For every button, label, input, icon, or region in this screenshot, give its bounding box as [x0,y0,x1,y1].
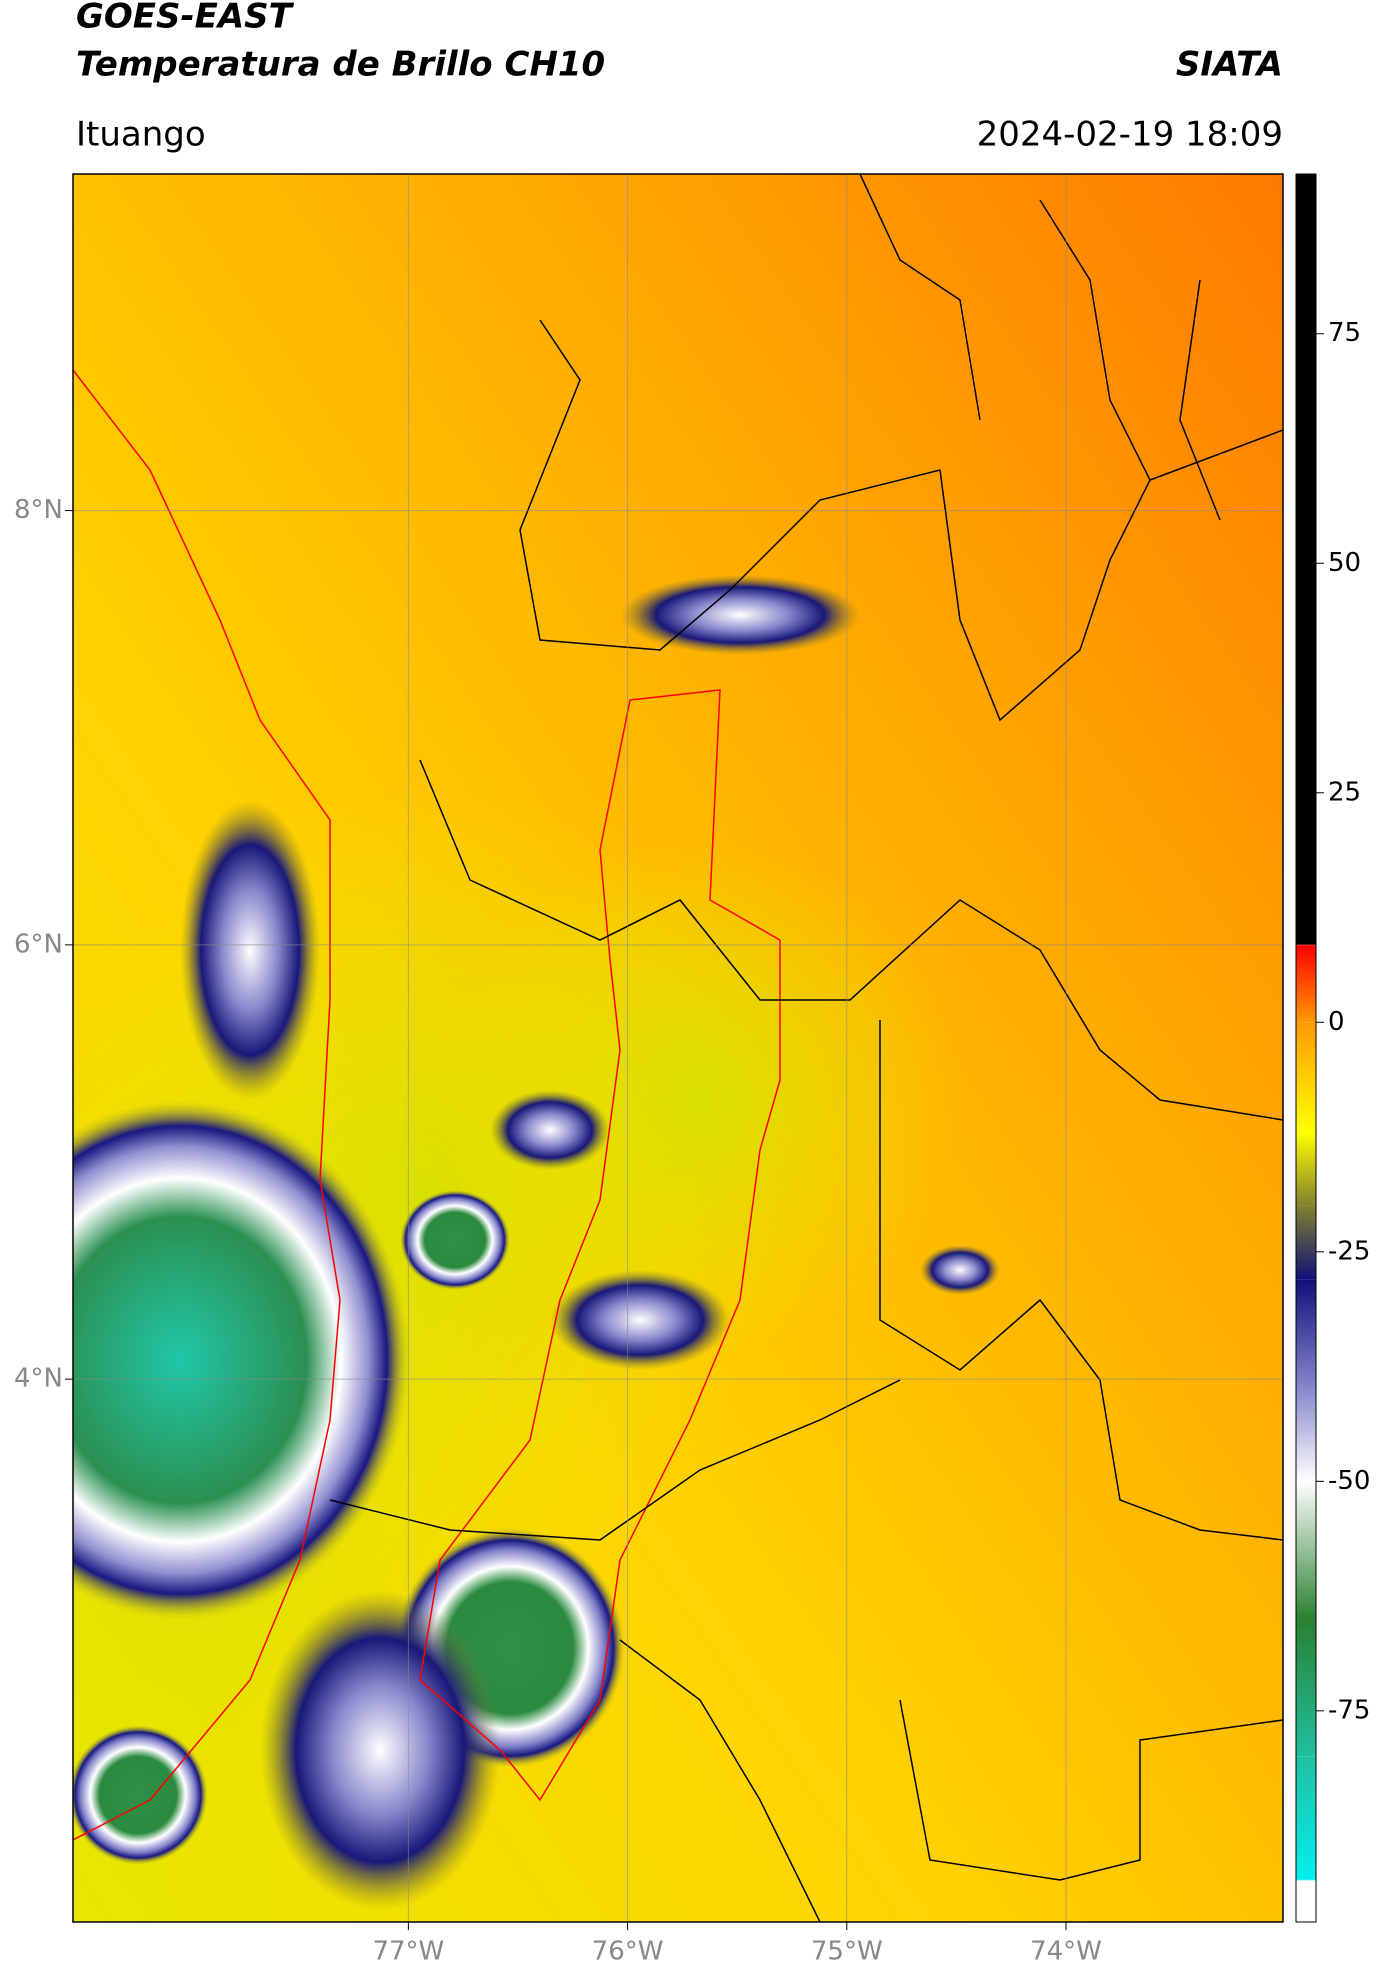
colorbar-segment [1296,1756,1316,1880]
datetime: 2024-02-19 18:09 [977,115,1283,155]
y-tick-label: 6°N [14,929,63,959]
colorbar-tick-label: -25 [1328,1236,1370,1266]
colorbar-segment [1296,1132,1316,1206]
colorbar-segment [1296,1619,1316,1757]
colorbar-segment [1296,1389,1316,1482]
x-tick-label: 74°W [1030,1937,1102,1967]
colorbar-tick-label: 0 [1328,1007,1345,1037]
colorbar-segment [1296,1205,1316,1280]
colorbar-segment [1296,945,1316,1023]
location: Ituango [76,115,206,155]
colorbar-segment [1296,174,1316,945]
colorbar-segment [1296,944,1316,946]
x-tick-label: 77°W [372,1937,444,1967]
colorbar-segment [1296,1481,1316,1620]
source: SIATA [1176,45,1283,85]
x-tick-label: 75°W [811,1937,883,1967]
colorbar-segment [1296,1022,1316,1133]
subtitle: Temperatura de Brillo CH10 [76,45,605,85]
colorbar-tick-label: -50 [1328,1466,1370,1496]
map-frame [72,173,1284,1923]
colorbar-tick-label: 75 [1328,318,1361,348]
colorbar-segment [1296,1879,1316,1881]
satellite-image [73,174,1283,1922]
colorbar-tick-label: -75 [1328,1695,1370,1725]
colorbar-tick-label: 25 [1328,777,1361,807]
x-tick-label: 76°W [592,1937,664,1967]
y-tick-label: 8°N [14,495,63,525]
colorbar-segment [1296,1880,1316,1922]
colorbar-tick-label: 50 [1328,548,1361,578]
y-tick-label: 4°N [14,1364,63,1394]
colorbar-segment [1296,1279,1316,1390]
colorbar-frame [1295,173,1317,1923]
title: GOES-EAST [76,0,295,37]
